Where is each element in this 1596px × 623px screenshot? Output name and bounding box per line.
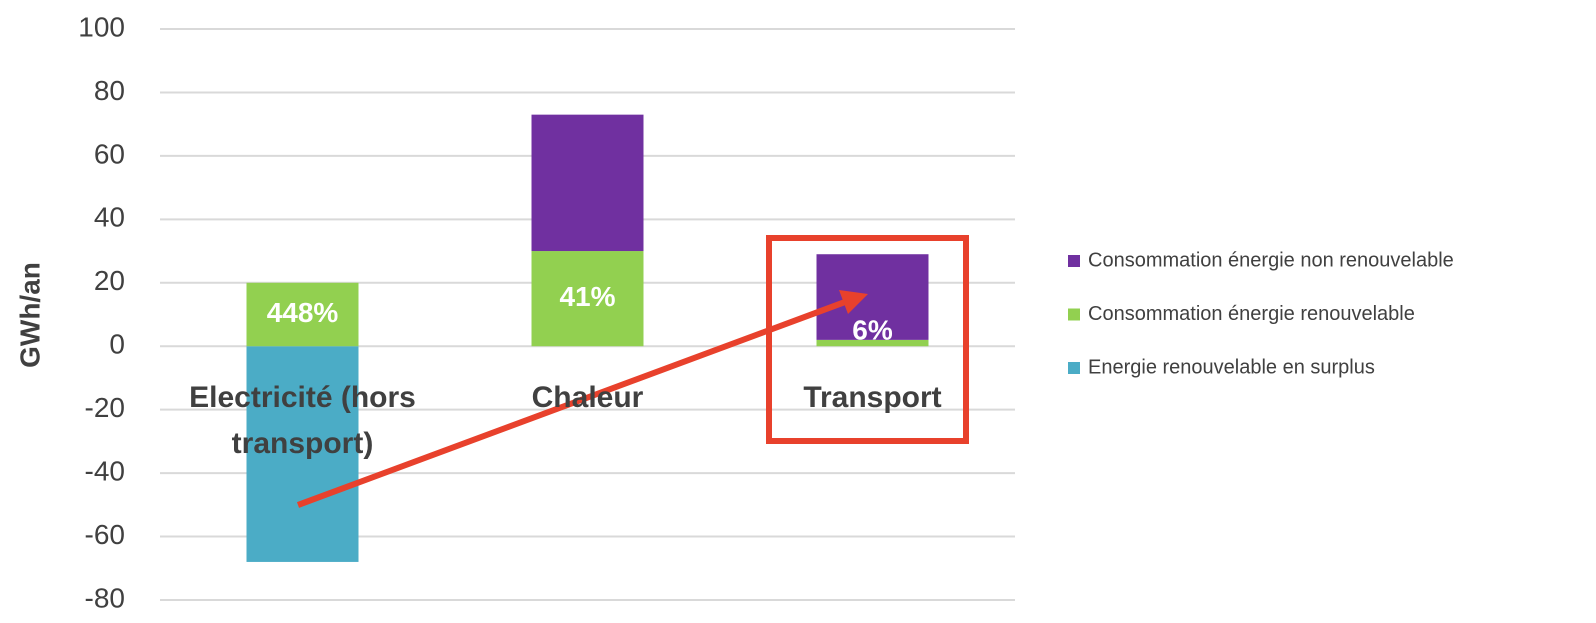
labels: 448% 41% 6% [267, 281, 893, 346]
legend-swatch [1068, 362, 1080, 374]
bar-segment [246, 282, 359, 347]
y-tick-label: 20 [94, 265, 125, 296]
x-tick-label: Chaleur [531, 381, 644, 414]
legend-label: Consommation énergie non renouvelable [1088, 249, 1454, 271]
legend: Energie renouvelable en surplus Consommat… [1068, 249, 1454, 378]
ratio-label: 6% [852, 315, 893, 346]
arrow-head [839, 290, 868, 314]
legend-label: Energie renouvelable en surplus [1088, 356, 1375, 378]
bar-segment [531, 251, 644, 347]
y-tick-label: 60 [94, 138, 125, 169]
x-tick-label: Transport [803, 381, 942, 414]
ratio-label: 448% [267, 297, 339, 328]
highlight-box [766, 235, 969, 444]
bar-segment [816, 339, 929, 347]
ratio-label: 41% [559, 281, 615, 312]
y-tick-label: 0 [109, 329, 125, 360]
y-tick-label: 80 [94, 75, 125, 106]
y-tick-label: -20 [85, 392, 125, 423]
legend-label: Consommation énergie renouvelable [1088, 303, 1415, 325]
y-tick-label: 100 [78, 11, 125, 42]
legend-swatch [1068, 308, 1080, 321]
y-tick-label: 40 [94, 202, 125, 233]
legend-swatch [1068, 255, 1080, 267]
y-axis-label: GWh/an [14, 262, 45, 368]
x-tick-label: Electricité (hors transport) [189, 381, 416, 460]
y-tick-label: -40 [85, 456, 125, 487]
bar-segment [816, 254, 929, 340]
y-tick-label: -60 [85, 519, 125, 550]
arrow-line [296, 299, 847, 508]
bar-segment [246, 346, 359, 562]
bar-segment [531, 114, 644, 252]
y-tick-label: -80 [85, 582, 125, 613]
bars [246, 114, 929, 562]
